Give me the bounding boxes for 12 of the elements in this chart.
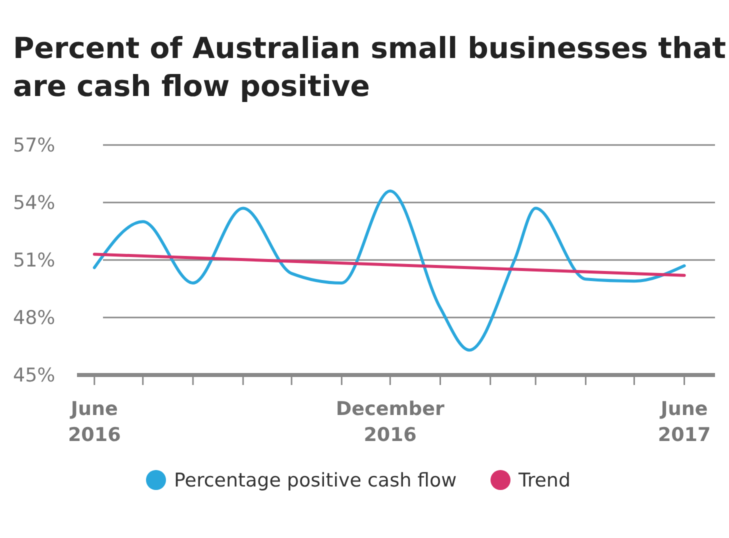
y-tick-label: 51%	[13, 250, 56, 272]
x-tick-label: December 2016	[336, 398, 446, 446]
line-series	[92, 190, 686, 352]
y-tick-label: 54%	[13, 192, 56, 214]
legend-label: Trend	[518, 470, 570, 492]
chart-title: Percent of Australian small businesses that are cash flow positive	[13, 31, 726, 103]
legend-label: Percentage positive cash flow	[174, 470, 457, 492]
y-tick-label: 57%	[13, 134, 56, 157]
x-tick-label: June 2016	[68, 398, 121, 446]
x-tick-label: June 2017	[658, 398, 711, 446]
y-tick-label: 48%	[13, 307, 56, 330]
y-tick-label: 45%	[13, 364, 56, 387]
